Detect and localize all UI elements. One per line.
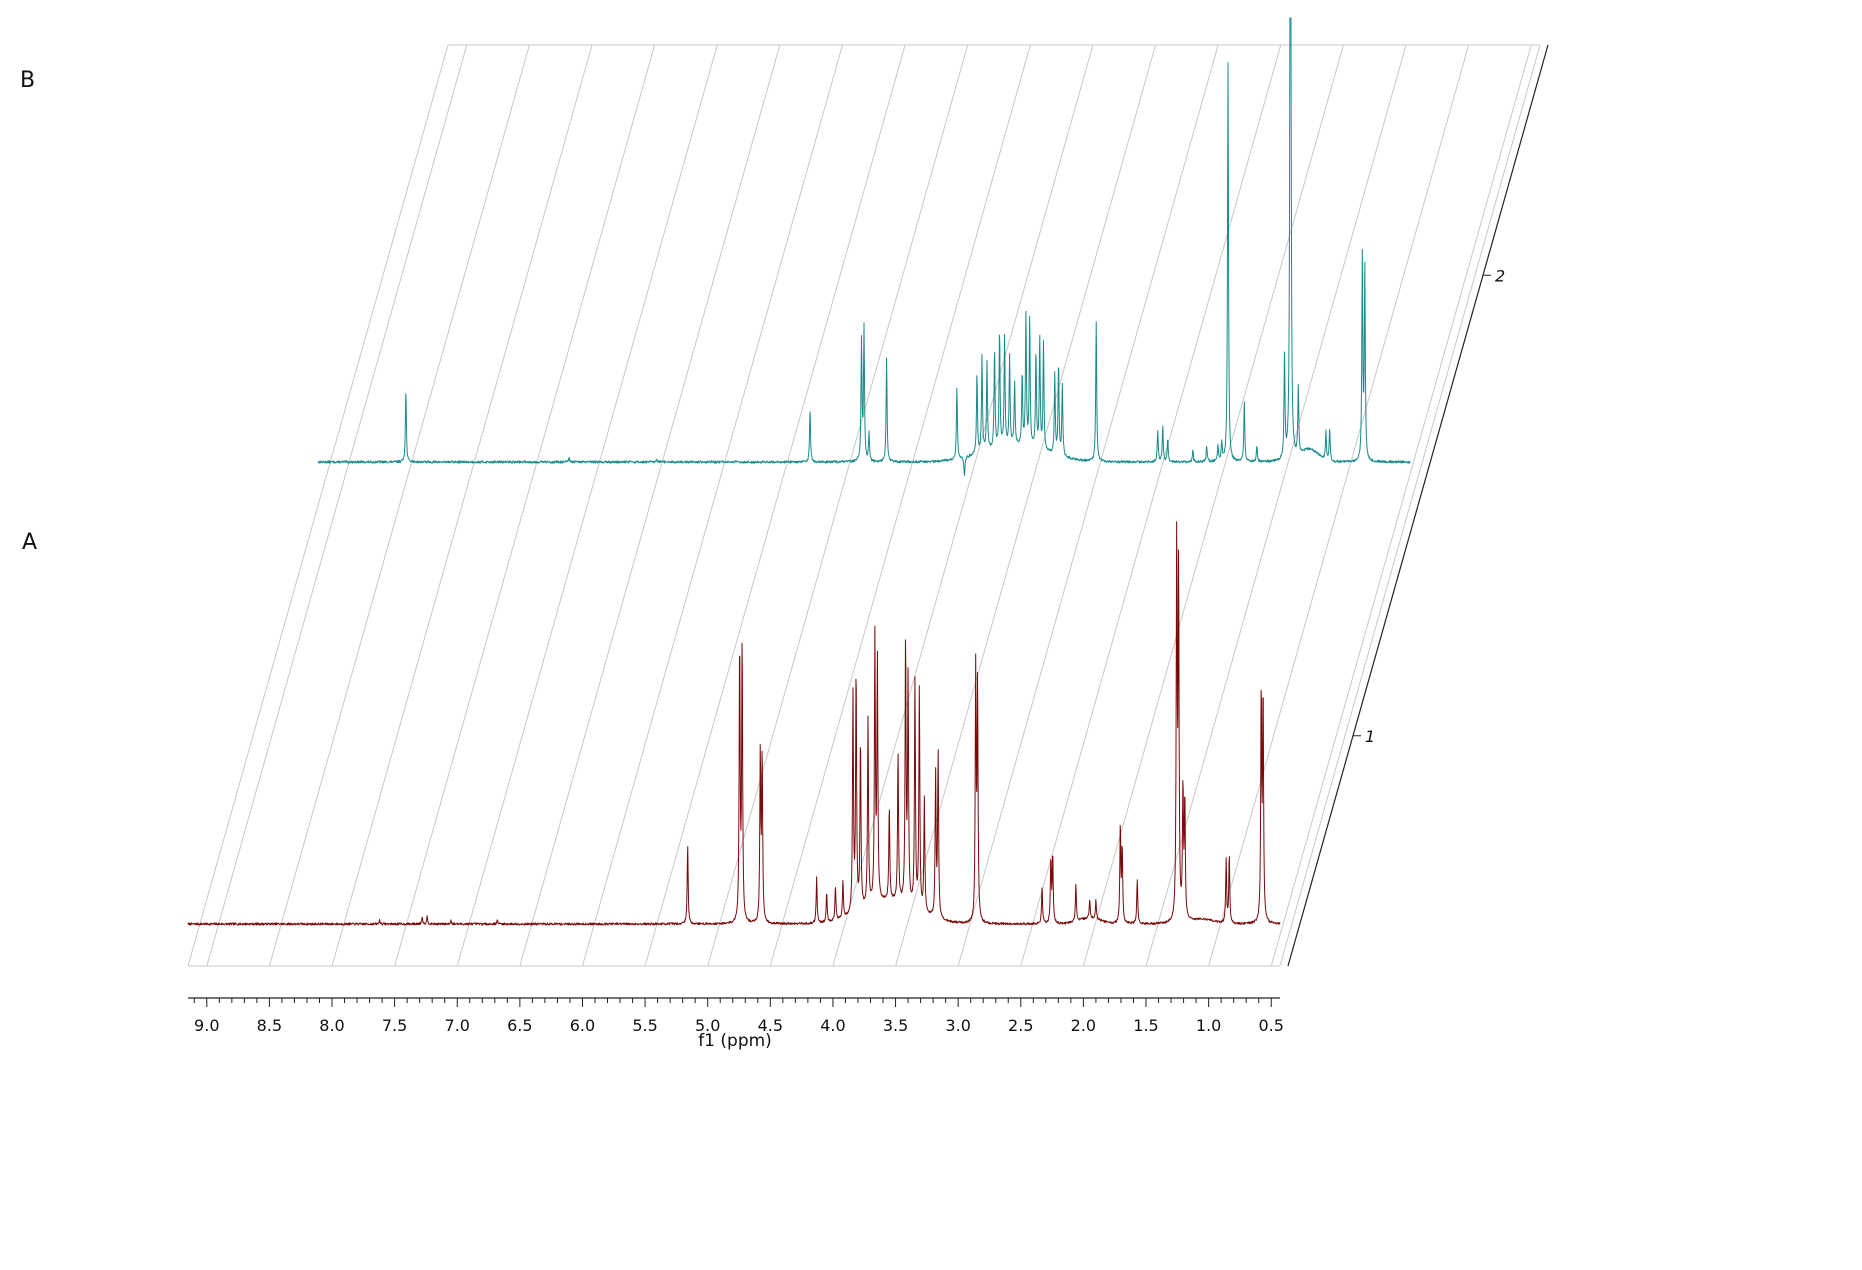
grid-line — [895, 44, 1157, 967]
grid-line — [519, 44, 781, 967]
x-tick-label: 8.0 — [319, 1016, 344, 1035]
x-tick-label: 5.5 — [632, 1016, 657, 1035]
x-tick-label: 3.0 — [945, 1016, 970, 1035]
grid-line — [957, 44, 1219, 967]
depth-axis-line — [1287, 44, 1549, 967]
grid-line — [1270, 44, 1532, 967]
x-tick-label: 9.0 — [194, 1016, 219, 1035]
x-tick-label: 2.5 — [1008, 1016, 1033, 1035]
x-tick-label: 5.0 — [695, 1016, 720, 1035]
x-tick-label: 6.5 — [507, 1016, 532, 1035]
grid-line — [1020, 44, 1282, 967]
x-tick-label: 1.0 — [1196, 1016, 1221, 1035]
x-axis-label: f1 (ppm) — [698, 1031, 772, 1051]
grid-line — [206, 44, 468, 967]
grid-line — [1082, 44, 1344, 967]
grid-line — [1208, 44, 1470, 967]
x-tick-label: 7.0 — [445, 1016, 470, 1035]
grid-line — [832, 44, 1094, 967]
grid-line — [644, 44, 906, 967]
grid-line — [331, 44, 593, 967]
x-tick-label: 4.0 — [820, 1016, 845, 1035]
x-tick-label: 6.0 — [570, 1016, 595, 1035]
grid-line — [456, 44, 718, 967]
grid-line — [707, 44, 969, 967]
spectra-layer — [187, 17, 1411, 926]
depth-axis-label: 1 — [1365, 727, 1375, 746]
grid-line — [268, 44, 530, 967]
series-line-1 — [187, 521, 1281, 926]
grid-line — [1279, 44, 1541, 967]
grid-line — [187, 44, 449, 967]
x-tick-label: 8.5 — [257, 1016, 282, 1035]
x-tick-label: 0.5 — [1259, 1016, 1284, 1035]
x-tick-label: 1.5 — [1133, 1016, 1158, 1035]
x-tick-label: 7.5 — [382, 1016, 407, 1035]
depth-axis-label: 2 — [1495, 266, 1505, 285]
panel-label-b: B — [20, 68, 36, 93]
x-tick-label: 4.5 — [758, 1016, 783, 1035]
panel-label-a: A — [22, 530, 38, 555]
ppm-axis: 1 2 9.0 8.5 8.0 7.5 7.0 6.5 6.0 5.5 5.0 4.5 4.0 3.5 3.… — [188, 44, 1549, 1035]
series-line-2 — [317, 17, 1411, 477]
grid-line — [394, 44, 656, 967]
depth-grid — [187, 44, 1541, 967]
grid-line — [1145, 44, 1407, 967]
grid-line — [769, 44, 1031, 967]
grid-line — [581, 44, 843, 967]
x-tick-label: 3.5 — [883, 1016, 908, 1035]
x-tick-label: 2.0 — [1071, 1016, 1096, 1035]
